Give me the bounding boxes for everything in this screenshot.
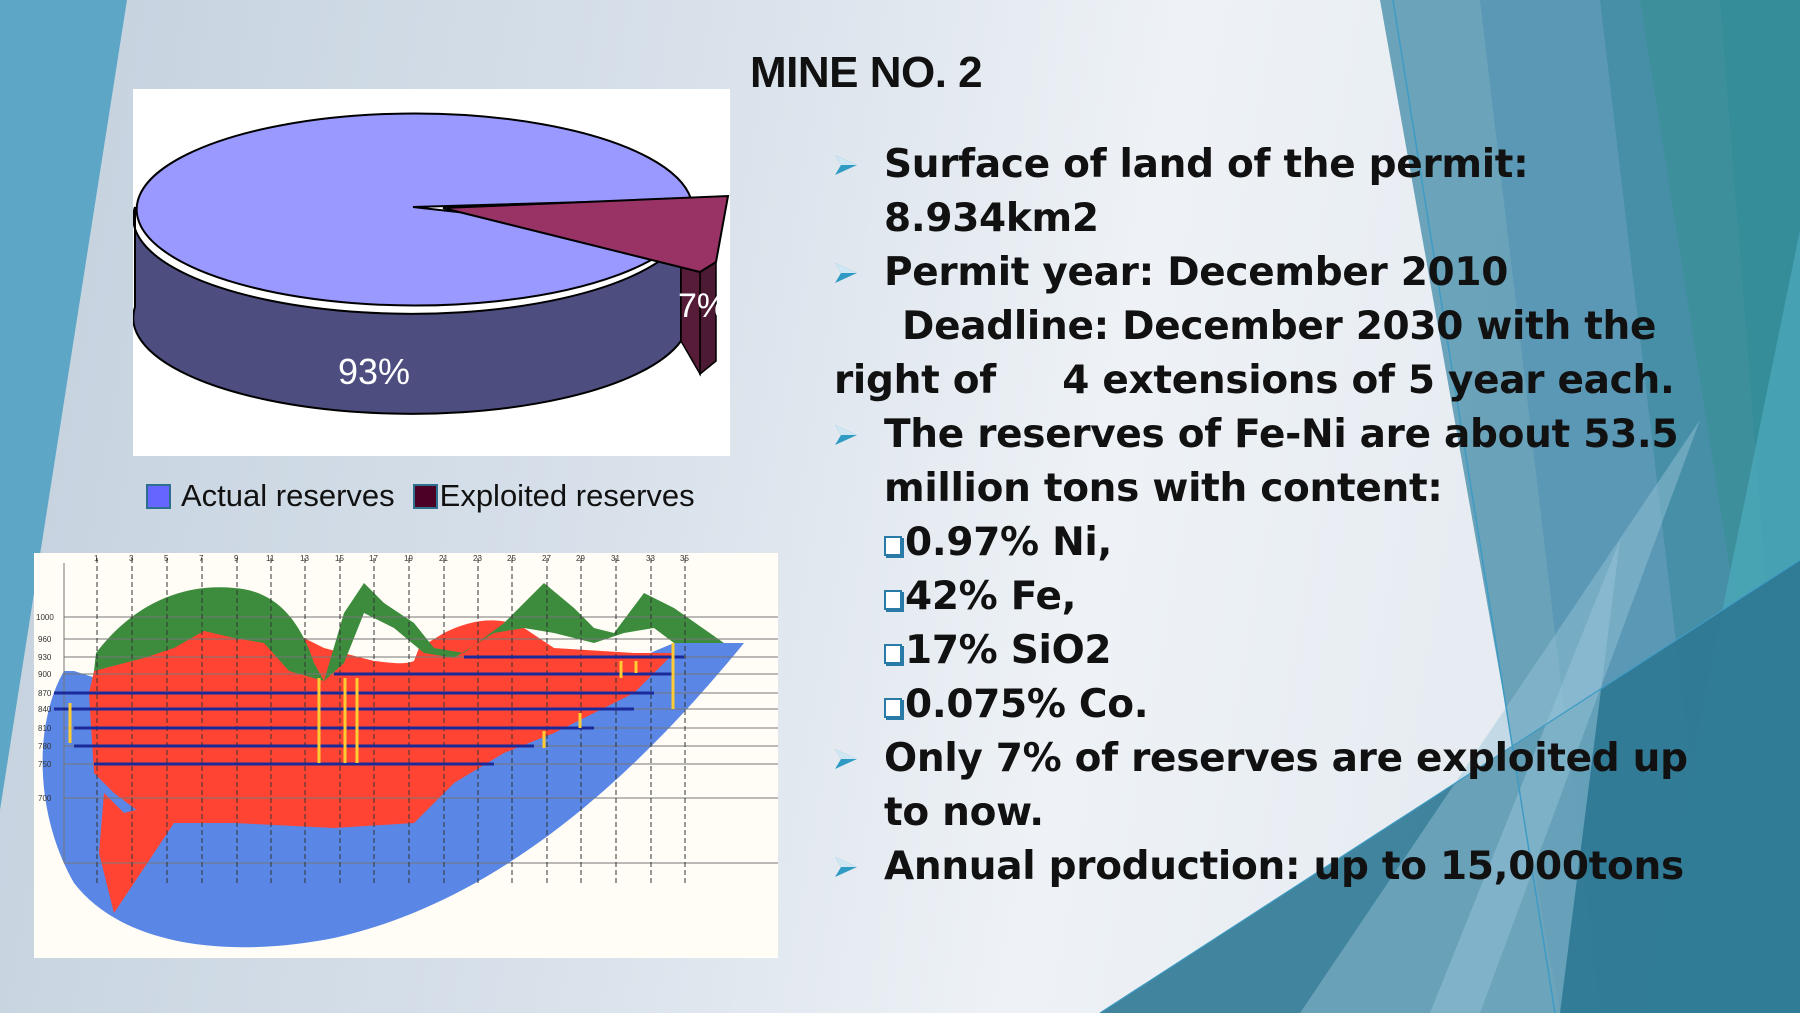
bullet-list: Surface of land of the permit: 8.934km2 … [834,138,1734,894]
svg-text:31: 31 [611,554,620,563]
deadline-text: Deadline: December 2030 with the right o… [834,304,1675,403]
svg-text:930: 930 [38,653,52,662]
legend-item-actual: Actual reserves [146,478,395,514]
checkbox-bullet-icon [884,590,902,610]
arrow-bullet-icon [835,425,857,445]
bullet-permit-year: Permit year: December 2010 [834,246,1734,300]
svg-text:27: 27 [542,554,551,563]
svg-text:29: 29 [576,554,585,563]
legend-swatch-icon [146,483,171,509]
bullet-production: Annual production: up to 15,000tons [834,840,1734,894]
svg-text:1: 1 [94,554,99,563]
svg-text:5: 5 [164,554,169,563]
svg-text:870: 870 [38,689,52,698]
svg-text:960: 960 [38,635,52,644]
svg-text:3: 3 [129,554,134,563]
svg-text:35: 35 [680,554,689,563]
content-co: 0.075% Co. [834,678,1734,732]
content-ni: 0.97% Ni, [834,516,1734,570]
svg-text:17: 17 [369,554,378,563]
svg-text:25: 25 [507,554,516,563]
legend-item-exploited: Exploited reserves [412,478,695,514]
svg-text:780: 780 [38,742,52,751]
content-fe: 42% Fe, [834,570,1734,624]
legend-swatch-icon [412,483,438,509]
arrow-bullet-icon [835,857,857,877]
arrow-bullet-icon [835,263,857,283]
svg-text:700: 700 [38,794,52,803]
svg-text:1000: 1000 [36,613,54,622]
arrow-bullet-icon [835,749,857,769]
checkbox-bullet-icon [884,698,902,718]
svg-text:750: 750 [38,760,52,769]
svg-text:21: 21 [439,554,448,563]
svg-text:13: 13 [300,554,309,563]
bullet-reserves: The reserves of Fe-Ni are about 53.5 mil… [834,408,1734,516]
checkbox-bullet-icon [884,644,902,664]
svg-text:15: 15 [335,554,344,563]
chart-legend: Actual reserves Exploited reserves [146,478,713,514]
svg-text:33: 33 [646,554,655,563]
bullet-exploited: Only 7% of reserves are exploited up to … [834,732,1734,840]
pie-label-7: 7% [678,287,727,325]
content-sio2: 17% SiO2 [834,624,1734,678]
pie-chart: 93% 7% [132,89,730,456]
svg-text:11: 11 [266,554,275,563]
svg-text:9: 9 [234,554,239,563]
svg-text:23: 23 [473,554,482,563]
svg-text:7: 7 [199,554,204,563]
bullet-surface: Surface of land of the permit: 8.934km2 [834,138,1734,246]
svg-text:810: 810 [38,724,52,733]
slide-title: MINE NO. 2 [750,48,983,97]
svg-text:840: 840 [38,705,52,714]
pie-label-93: 93% [338,351,410,392]
svg-text:19: 19 [404,554,413,563]
svg-text:900: 900 [38,670,52,679]
checkbox-bullet-icon [884,536,902,556]
arrow-bullet-icon [835,155,857,175]
